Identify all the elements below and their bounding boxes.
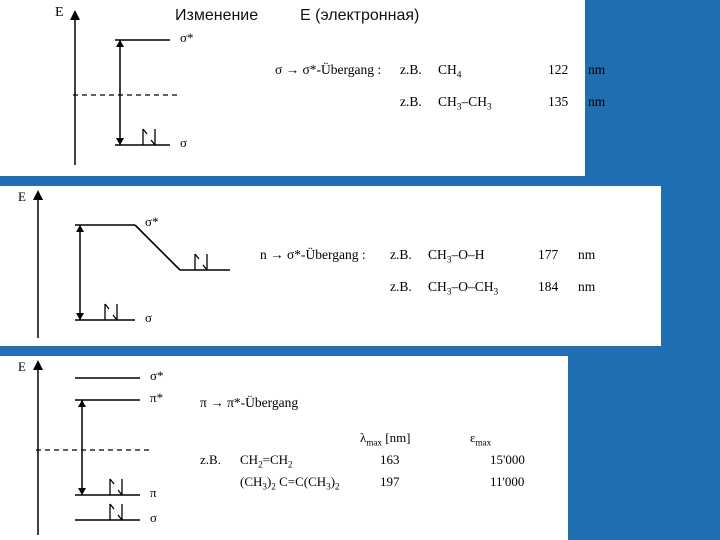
svg-text:σ*: σ* — [150, 368, 164, 383]
slide-title-right: Е (электронная) — [300, 7, 419, 25]
example-row: z.B.CH4122nm — [400, 62, 605, 81]
example-row: z.B.CH3–O–CH3184nm — [390, 279, 595, 298]
svg-text:σ*: σ* — [145, 214, 159, 229]
example-row: z.B.CH3–O–H177nm — [390, 247, 595, 266]
svg-text:π*: π* — [150, 390, 163, 405]
svg-text:σ*: σ* — [180, 30, 194, 45]
transition-label-1: σ → σ*-Übergang : — [275, 62, 381, 78]
table-row: (CH3)2 C=C(CH3)219711'000 — [200, 474, 524, 492]
svg-text:σ: σ — [180, 135, 187, 150]
energy-diagram-1: σ* σ — [55, 10, 235, 172]
table-row: z.B.CH2=CH216315'000 — [200, 452, 525, 470]
transition-label-3: π → π*-Übergang — [200, 395, 298, 411]
svg-text:σ: σ — [145, 310, 152, 325]
energy-diagram-3: σ* π* πσ — [20, 360, 240, 540]
transition-label-2: n → σ*-Übergang : — [260, 247, 366, 263]
example-row: z.B.CH3–CH3135nm — [400, 94, 605, 113]
slide: Изменение Е (электронная) E E E σ*σ σ*σ … — [0, 0, 720, 540]
svg-text:π: π — [150, 485, 157, 500]
energy-diagram-2: σ* σ — [20, 190, 250, 342]
svg-text:σ: σ — [150, 510, 157, 525]
table-header: λmax [nm]εmax — [360, 430, 491, 448]
